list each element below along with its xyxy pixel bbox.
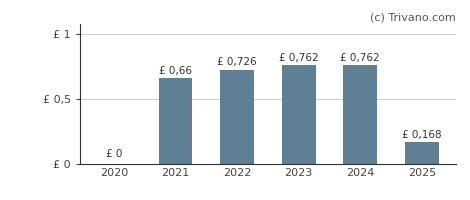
Bar xyxy=(405,142,439,164)
Bar xyxy=(344,65,377,164)
Bar xyxy=(158,78,192,164)
Bar xyxy=(220,70,254,164)
Text: £ 0: £ 0 xyxy=(106,149,122,159)
Text: £ 0,762: £ 0,762 xyxy=(279,53,319,63)
Bar xyxy=(282,65,316,164)
Text: (c) Trivano.com: (c) Trivano.com xyxy=(370,13,456,23)
Text: £ 0,168: £ 0,168 xyxy=(402,130,442,140)
Text: £ 0,726: £ 0,726 xyxy=(217,57,257,67)
Text: £ 0,66: £ 0,66 xyxy=(159,66,192,76)
Text: £ 0,762: £ 0,762 xyxy=(340,53,380,63)
